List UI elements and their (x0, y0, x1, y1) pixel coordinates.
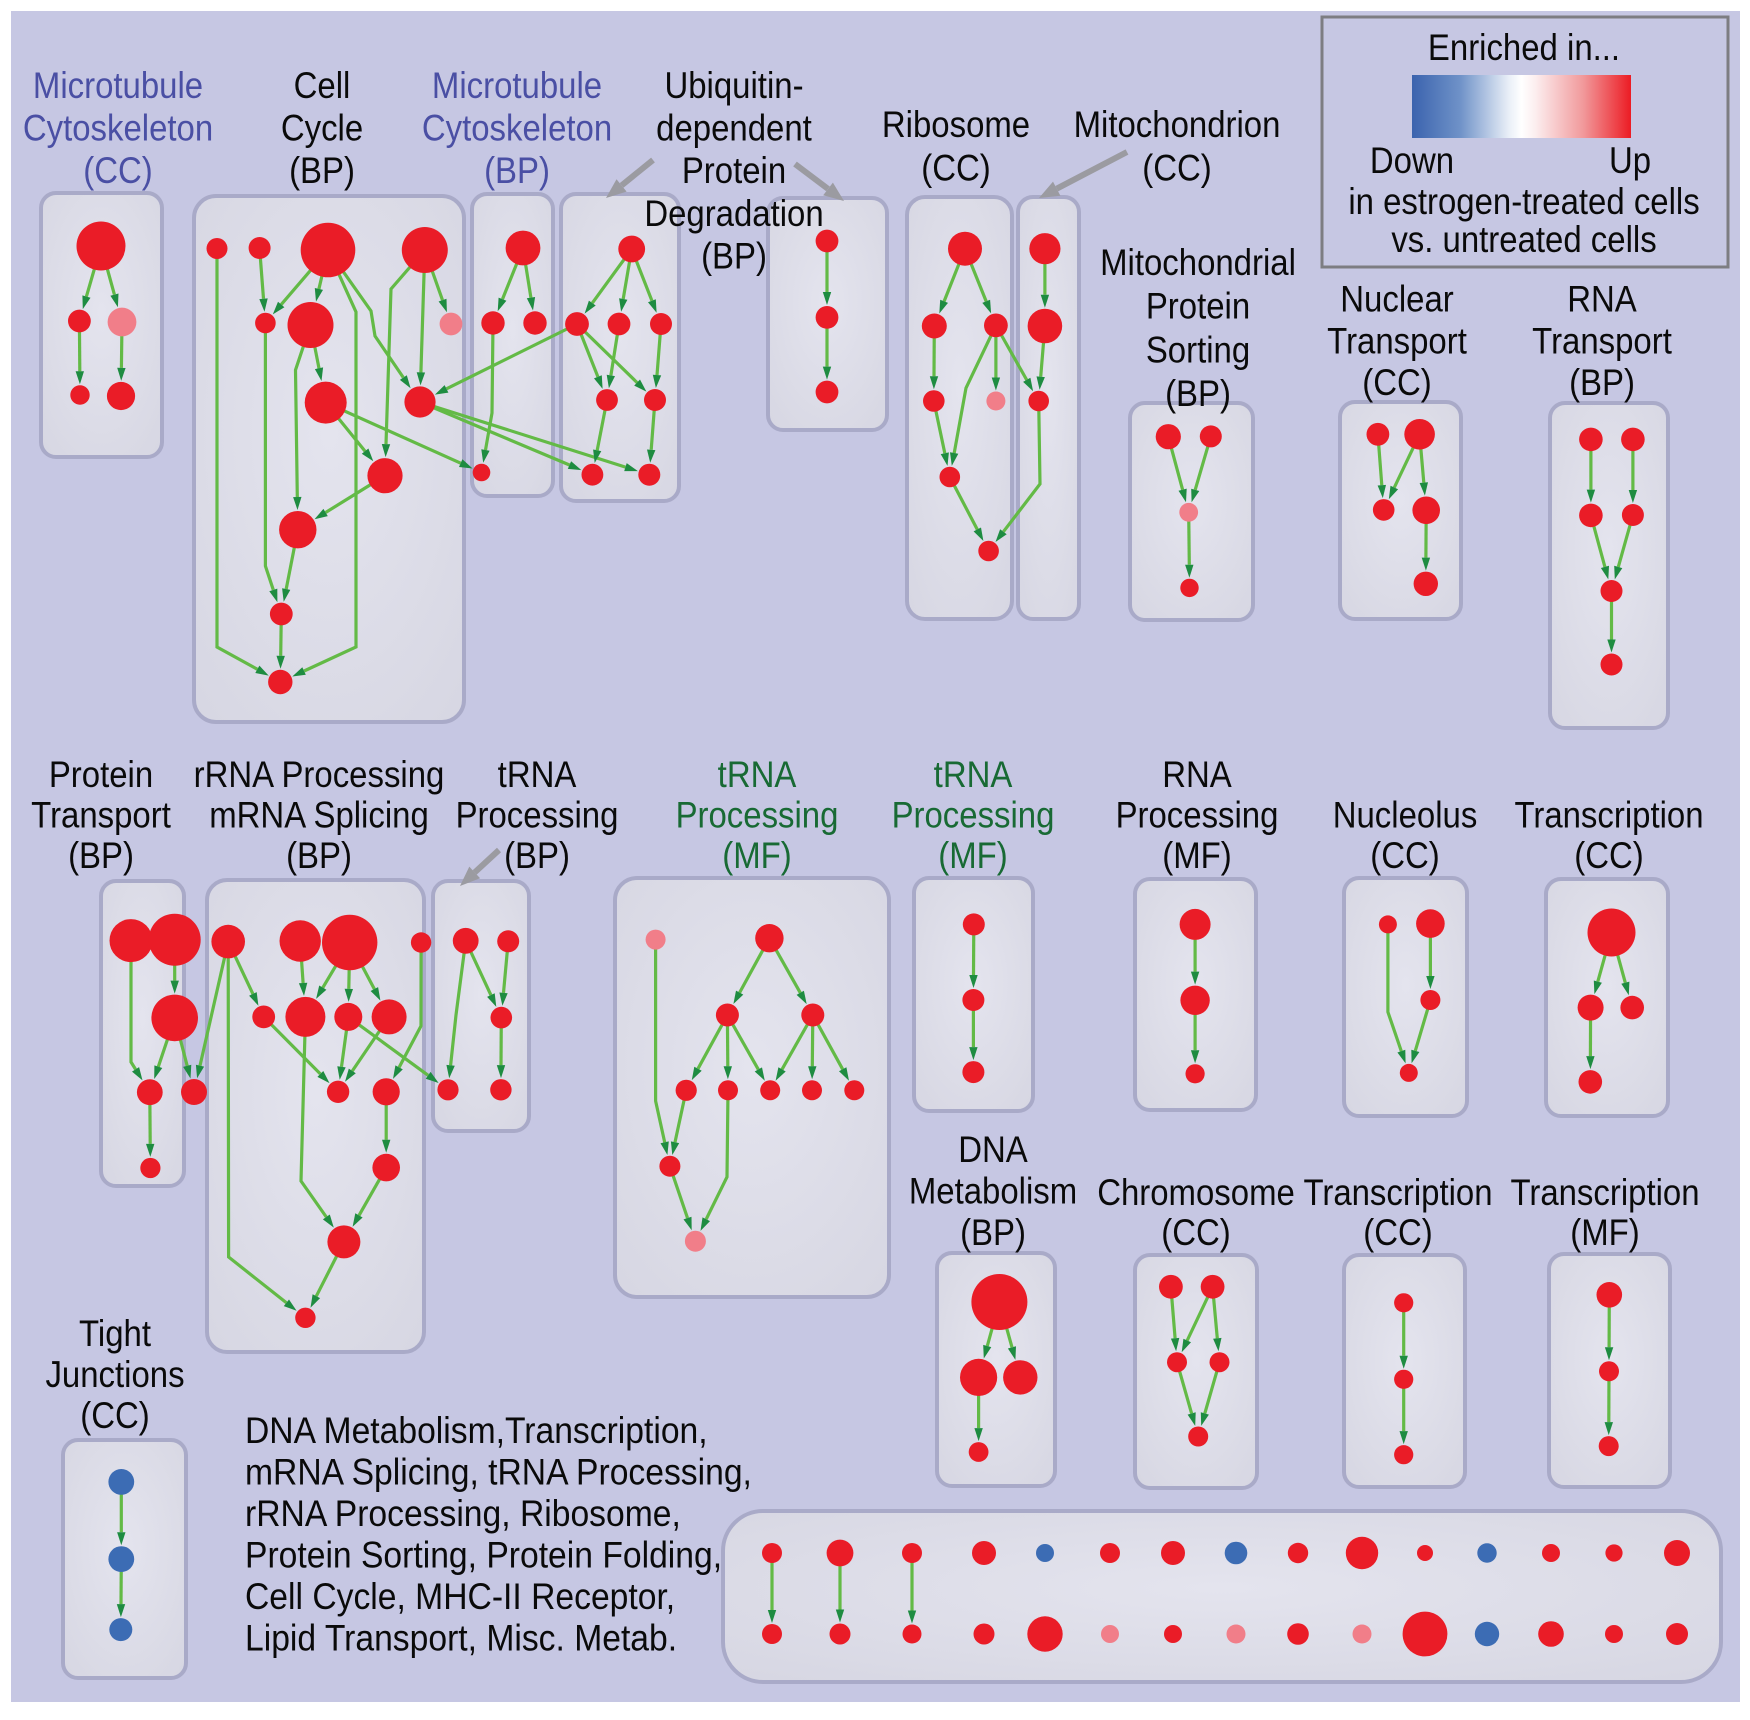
svg-text:Tight: Tight (79, 1313, 151, 1354)
svg-text:Chromosome: Chromosome (1097, 1172, 1295, 1213)
svg-text:(BP): (BP) (701, 236, 767, 277)
svg-text:(BP): (BP) (504, 835, 570, 876)
svg-text:Sorting: Sorting (1146, 330, 1250, 371)
svg-text:Protein: Protein (682, 150, 786, 191)
svg-text:Metabolism: Metabolism (909, 1171, 1077, 1212)
svg-text:Cell Cycle, MHC-II Receptor,: Cell Cycle, MHC-II Receptor, (245, 1577, 675, 1618)
svg-text:Transcription: Transcription (1510, 1172, 1699, 1213)
svg-text:Microtubule: Microtubule (432, 65, 602, 106)
svg-text:Cytoskeleton: Cytoskeleton (422, 108, 612, 149)
svg-text:Transport: Transport (1532, 321, 1672, 362)
svg-text:Nucleolus: Nucleolus (1333, 795, 1478, 836)
svg-text:Transport: Transport (31, 795, 171, 836)
svg-text:Protein Sorting, Protein Foldi: Protein Sorting, Protein Folding, (245, 1535, 722, 1576)
svg-text:Processing: Processing (676, 795, 839, 836)
svg-text:Ubiquitin-: Ubiquitin- (664, 65, 803, 106)
svg-text:in estrogen-treated cells: in estrogen-treated cells (1348, 181, 1699, 222)
svg-text:Processing: Processing (456, 795, 619, 836)
svg-text:Processing: Processing (1116, 795, 1279, 836)
svg-text:Transcription: Transcription (1514, 795, 1703, 836)
svg-text:(BP): (BP) (289, 150, 355, 191)
svg-text:(BP): (BP) (1165, 373, 1231, 414)
svg-text:tRNA: tRNA (934, 754, 1013, 795)
svg-text:(CC): (CC) (1161, 1212, 1230, 1253)
svg-text:Transport: Transport (1327, 321, 1467, 362)
svg-text:Junctions: Junctions (45, 1354, 184, 1395)
svg-text:Ribosome: Ribosome (882, 104, 1030, 145)
svg-text:Processing: Processing (892, 795, 1055, 836)
svg-text:Microtubule: Microtubule (33, 65, 203, 106)
svg-text:(CC): (CC) (83, 150, 152, 191)
svg-text:Lipid Transport, Misc. Metab.: Lipid Transport, Misc. Metab. (245, 1618, 677, 1659)
svg-text:vs. untreated cells: vs. untreated cells (1391, 219, 1656, 260)
svg-text:Up: Up (1609, 140, 1651, 181)
svg-text:RNA: RNA (1567, 279, 1637, 320)
svg-text:Cytoskeleton: Cytoskeleton (23, 108, 213, 149)
svg-text:mRNA Splicing, tRNA Processing: mRNA Splicing, tRNA Processing, (245, 1452, 752, 1493)
svg-text:Cell: Cell (294, 65, 351, 106)
svg-text:Degradation: Degradation (644, 193, 823, 234)
svg-text:(BP): (BP) (68, 835, 134, 876)
svg-text:(CC): (CC) (1362, 362, 1431, 403)
svg-text:Protein: Protein (49, 754, 153, 795)
svg-text:DNA Metabolism,Transcription,: DNA Metabolism,Transcription, (245, 1411, 708, 1452)
svg-text:(BP): (BP) (1569, 362, 1635, 403)
svg-text:(BP): (BP) (484, 150, 550, 191)
svg-text:Mitochondrion: Mitochondrion (1074, 104, 1281, 145)
svg-text:(CC): (CC) (1574, 835, 1643, 876)
svg-text:dependent: dependent (656, 108, 812, 149)
svg-text:(MF): (MF) (1570, 1212, 1639, 1253)
svg-text:(MF): (MF) (722, 835, 791, 876)
svg-text:(CC): (CC) (1370, 835, 1439, 876)
svg-text:Enriched in...: Enriched in... (1428, 27, 1620, 68)
svg-text:rRNA Processing, Ribosome,: rRNA Processing, Ribosome, (245, 1494, 681, 1535)
svg-text:tRNA: tRNA (498, 754, 577, 795)
svg-text:Down: Down (1370, 140, 1454, 181)
svg-text:rRNA Processing: rRNA Processing (194, 754, 445, 795)
svg-text:Cycle: Cycle (281, 108, 363, 149)
svg-text:(CC): (CC) (1142, 148, 1211, 189)
svg-text:Protein: Protein (1146, 286, 1250, 327)
svg-text:(CC): (CC) (1363, 1212, 1432, 1253)
svg-text:Transcription: Transcription (1303, 1172, 1492, 1213)
svg-text:(MF): (MF) (938, 835, 1007, 876)
svg-text:(BP): (BP) (960, 1212, 1026, 1253)
svg-text:RNA: RNA (1162, 754, 1232, 795)
svg-text:DNA: DNA (958, 1129, 1028, 1170)
svg-text:(CC): (CC) (80, 1395, 149, 1436)
svg-text:(BP): (BP) (286, 835, 352, 876)
svg-text:mRNA Splicing: mRNA Splicing (209, 795, 429, 836)
svg-text:(MF): (MF) (1162, 835, 1231, 876)
svg-text:Nuclear: Nuclear (1340, 279, 1454, 320)
svg-text:tRNA: tRNA (718, 754, 797, 795)
svg-text:(CC): (CC) (921, 148, 990, 189)
svg-text:Mitochondrial: Mitochondrial (1100, 242, 1296, 283)
